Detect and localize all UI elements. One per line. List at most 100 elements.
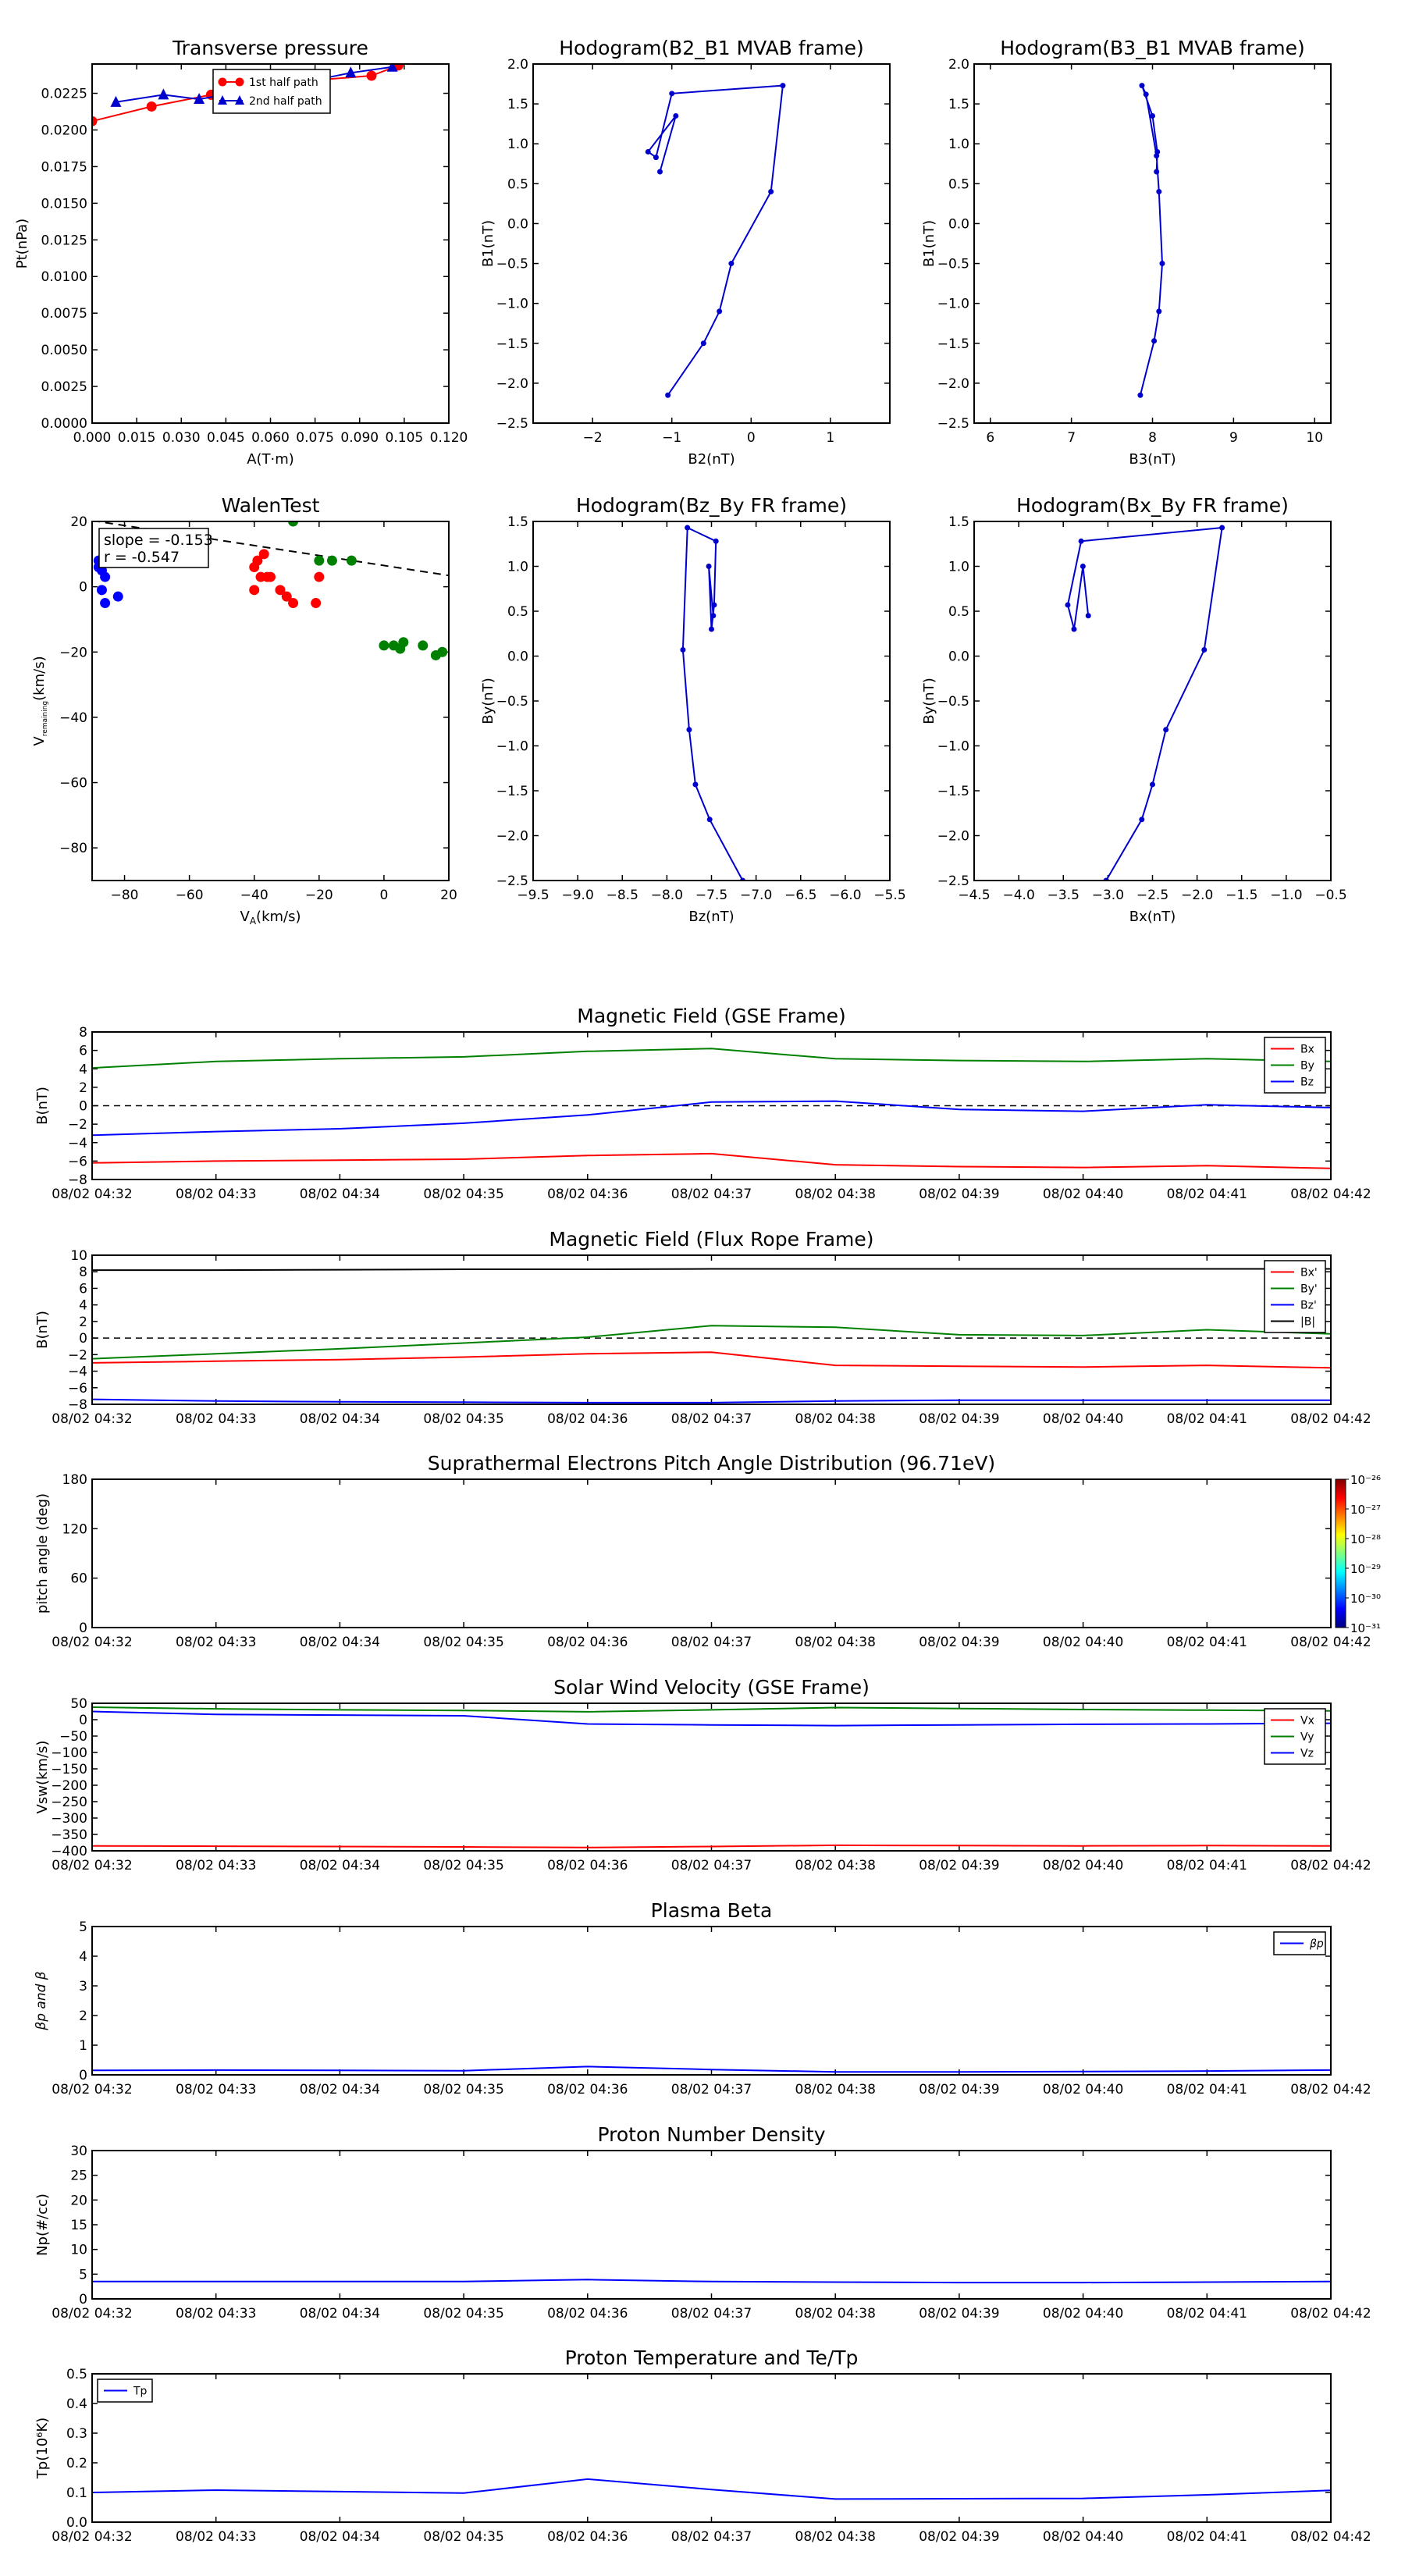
data-point [1156, 189, 1162, 195]
plot-frame [532, 521, 891, 881]
scatter-point [96, 585, 107, 596]
x-tick-label: 08/02 04:36 [547, 2306, 628, 2322]
y-tick-label: 0.5 [948, 176, 969, 192]
y-tick-label: 25 [70, 2169, 87, 2184]
x-tick-label: 0 [747, 430, 756, 446]
series-line [92, 2065, 1331, 2073]
x-tick-label: 08/02 04:40 [1043, 1411, 1123, 1427]
x-tick-label: −20 [305, 888, 333, 903]
plot-frame [973, 63, 1332, 424]
chart-h3: Hodogram(Bz_By FR frame) −2.5 −2.0 −1.5 −1.0… [480, 494, 906, 925]
y-tick-label: −250 [51, 1795, 87, 1810]
y-tick-label: 6 [79, 1281, 87, 1297]
data-point [1065, 602, 1071, 608]
series-line [92, 2478, 1331, 2500]
scatter-point [314, 555, 325, 566]
x-tick-label: 08/02 04:39 [919, 1858, 999, 1873]
y-tick-label: −1.5 [496, 336, 528, 352]
data-point [1071, 626, 1077, 632]
x-tick-label: 08/02 04:35 [423, 1858, 503, 1873]
y-tick-label: −2.5 [937, 416, 969, 432]
x-tick-label: 0.075 [296, 430, 334, 446]
colorbar-label: 10⁻²⁸ [1350, 1532, 1381, 1546]
plot-area [92, 2065, 1331, 2073]
x-axis-label: Bx(nT) [1129, 909, 1176, 925]
chart-title: Hodogram(B2_B1 MVAB frame) [559, 37, 864, 59]
colorbar-label: 10⁻²⁷ [1350, 1503, 1381, 1517]
y-tick-label: −0.5 [937, 694, 969, 710]
x-tick-label: −40 [240, 888, 269, 903]
x-axis-label-sub: A [250, 916, 257, 927]
x-tick-label: −7.5 [695, 888, 727, 903]
y-tick-label: 0.0 [66, 2515, 87, 2531]
y-tick-label: 50 [70, 1696, 87, 1712]
scatter-point [112, 591, 123, 602]
y-tick-label: 2 [79, 1315, 87, 1330]
plot-frame [91, 1478, 1332, 1628]
x-tick-label: 08/02 04:40 [1043, 2082, 1123, 2097]
scatter-point [252, 555, 263, 566]
x-tick-label: 08/02 04:42 [1290, 2306, 1371, 2322]
x-axis-label: Bz(nT) [688, 909, 734, 925]
x-tick-label: 08/02 04:32 [52, 1187, 132, 1202]
scatter-point [379, 640, 389, 651]
y-axis-label: Vremaining(km/s) [31, 656, 49, 745]
x-tick-label: 08/02 04:32 [52, 1858, 132, 1873]
y-tick-label: −20 [59, 645, 87, 660]
x-tick-label: 08/02 04:32 [52, 2529, 132, 2545]
data-point [146, 101, 157, 112]
x-tick-label: 08/02 04:38 [795, 1411, 876, 1427]
data-point [1163, 727, 1169, 733]
x-tick-label: 08/02 04:38 [795, 1858, 876, 1873]
x-tick-label: 08/02 04:35 [423, 1635, 503, 1650]
x-tick-label: 08/02 04:41 [1167, 2082, 1247, 2097]
y-tick-label: −8 [68, 1172, 87, 1188]
x-tick-label: 08/02 04:34 [300, 2529, 380, 2545]
y-tick-label: 5 [79, 2267, 87, 2282]
y-tick-label: 2.0 [948, 57, 969, 73]
x-tick-label: −6.5 [784, 888, 816, 903]
x-tick-label: 08/02 04:35 [423, 2529, 503, 2545]
y-tick-label: 0 [79, 580, 87, 596]
chart-title: Hodogram(B3_B1 MVAB frame) [1000, 37, 1305, 59]
y-tick-label: −2 [68, 1117, 87, 1133]
x-tick-label: 08/02 04:42 [1290, 1635, 1371, 1650]
y-tick-label: 0.0150 [41, 196, 87, 212]
y-tick-label: 1.5 [507, 514, 528, 530]
y-axis-label: B1(nT) [921, 220, 937, 267]
x-tick-label: 08/02 04:36 [547, 2529, 628, 2545]
series-line [92, 1325, 1331, 1360]
x-axis-label: VA(km/s) [240, 909, 301, 927]
y-tick-label: −0.5 [496, 694, 528, 710]
series-line [92, 1710, 1331, 1727]
x-tick-label: 08/02 04:35 [423, 1187, 503, 1202]
x-tick-label: 08/02 04:38 [795, 2082, 876, 2097]
y-axis-label: By(nT) [480, 678, 496, 724]
data-point [1085, 613, 1091, 619]
y-tick-label: 0.0025 [41, 379, 87, 395]
legend: Bx' By' Bz' |B| [1264, 1260, 1326, 1333]
data-point [1150, 112, 1155, 119]
chart-beta: Plasma Beta 0 1 2 3 4 5 08/02 04:32 08/02 04:33 0… [34, 1899, 1371, 2097]
x-tick-label: 0.105 [386, 430, 424, 446]
y-tick-label: 10 [70, 2243, 87, 2258]
x-tick-label: 08/02 04:36 [547, 1187, 628, 1202]
y-tick-label: 1.5 [948, 97, 969, 112]
x-tick-label: −3.5 [1048, 888, 1080, 903]
x-tick-label: −7.0 [740, 888, 772, 903]
y-tick-label: −2 [68, 1347, 87, 1363]
data-point [717, 308, 723, 315]
x-tick-label: 08/02 04:36 [547, 1635, 628, 1650]
y-tick-label: −2.5 [496, 873, 528, 889]
y-tick-label: 2.0 [507, 57, 528, 73]
y-tick-label: −6 [68, 1381, 87, 1397]
x-tick-label: 08/02 04:38 [795, 2529, 876, 2545]
y-tick-label: 0.2 [66, 2456, 87, 2471]
x-tick-label: 0.120 [430, 430, 468, 446]
x-tick-label: 08/02 04:37 [671, 1858, 752, 1873]
chart-h1: Hodogram(B2_B1 MVAB frame) −2.5 −2.0 −1.5 −1… [480, 37, 891, 468]
x-tick-label: 08/02 04:37 [671, 1635, 752, 1650]
chart-title: Transverse pressure [172, 37, 368, 59]
series-line [92, 2279, 1331, 2284]
y-tick-label: 8 [79, 1265, 87, 1280]
